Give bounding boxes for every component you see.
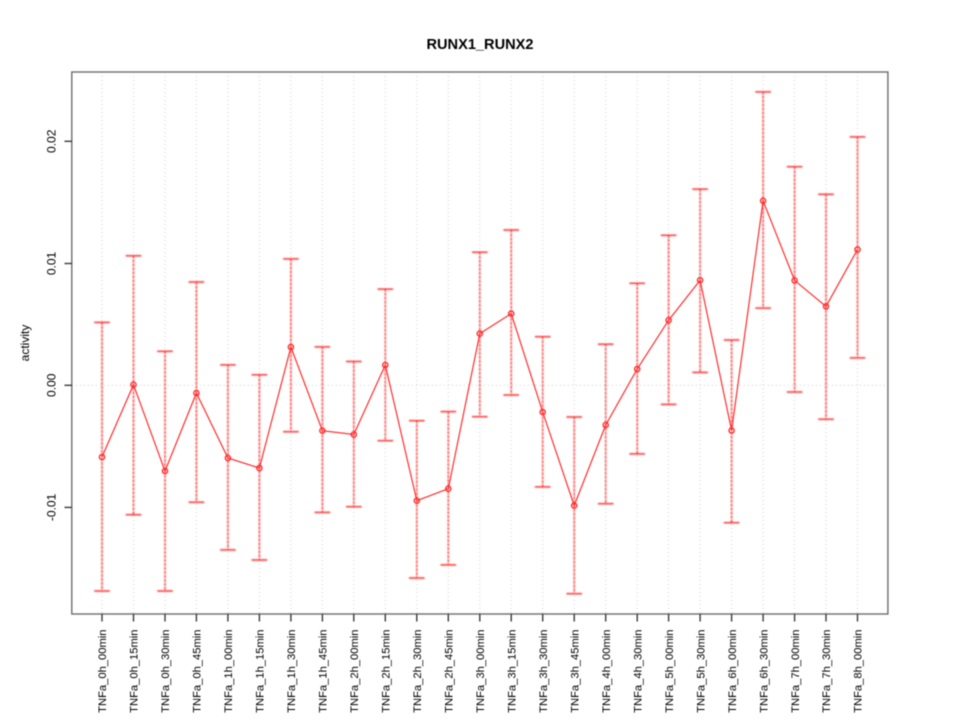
svg-text:TNFa_3h_45min: TNFa_3h_45min bbox=[569, 630, 581, 713]
svg-text:TNFa_0h_30min: TNFa_0h_30min bbox=[160, 630, 172, 713]
svg-text:0.00: 0.00 bbox=[45, 373, 59, 397]
svg-text:-0.01: -0.01 bbox=[45, 493, 59, 521]
svg-text:TNFa_6h_00min: TNFa_6h_00min bbox=[727, 630, 739, 713]
svg-text:TNFa_0h_15min: TNFa_0h_15min bbox=[129, 630, 141, 713]
svg-text:TNFa_8h_00min: TNFa_8h_00min bbox=[853, 630, 865, 713]
svg-text:TNFa_3h_15min: TNFa_3h_15min bbox=[506, 630, 518, 713]
svg-text:TNFa_0h_00min: TNFa_0h_00min bbox=[97, 630, 109, 713]
svg-text:TNFa_1h_30min: TNFa_1h_30min bbox=[286, 630, 298, 713]
svg-text:TNFa_7h_30min: TNFa_7h_30min bbox=[821, 630, 833, 713]
svg-text:TNFa_1h_15min: TNFa_1h_15min bbox=[255, 630, 267, 713]
svg-text:TNFa_6h_30min: TNFa_6h_30min bbox=[758, 630, 770, 713]
svg-text:TNFa_3h_30min: TNFa_3h_30min bbox=[538, 630, 550, 713]
svg-text:RUNX1_RUNX2: RUNX1_RUNX2 bbox=[426, 37, 533, 53]
svg-text:TNFa_2h_15min: TNFa_2h_15min bbox=[381, 630, 393, 713]
svg-text:TNFa_5h_30min: TNFa_5h_30min bbox=[695, 630, 707, 713]
svg-text:TNFa_1h_45min: TNFa_1h_45min bbox=[318, 630, 330, 713]
svg-text:TNFa_2h_45min: TNFa_2h_45min bbox=[444, 630, 456, 713]
svg-text:TNFa_3h_00min: TNFa_3h_00min bbox=[475, 630, 487, 713]
svg-text:activity: activity bbox=[18, 325, 32, 362]
svg-text:TNFa_1h_00min: TNFa_1h_00min bbox=[223, 630, 235, 713]
svg-text:0.02: 0.02 bbox=[45, 129, 59, 153]
svg-text:TNFa_4h_30min: TNFa_4h_30min bbox=[632, 630, 644, 713]
svg-text:TNFa_7h_00min: TNFa_7h_00min bbox=[790, 630, 802, 713]
svg-text:0.01: 0.01 bbox=[45, 251, 59, 275]
svg-text:TNFa_2h_00min: TNFa_2h_00min bbox=[349, 630, 361, 713]
svg-text:TNFa_5h_00min: TNFa_5h_00min bbox=[664, 630, 676, 713]
svg-text:TNFa_0h_45min: TNFa_0h_45min bbox=[192, 630, 204, 713]
svg-text:TNFa_2h_30min: TNFa_2h_30min bbox=[412, 630, 424, 713]
svg-text:TNFa_4h_00min: TNFa_4h_00min bbox=[601, 630, 613, 713]
